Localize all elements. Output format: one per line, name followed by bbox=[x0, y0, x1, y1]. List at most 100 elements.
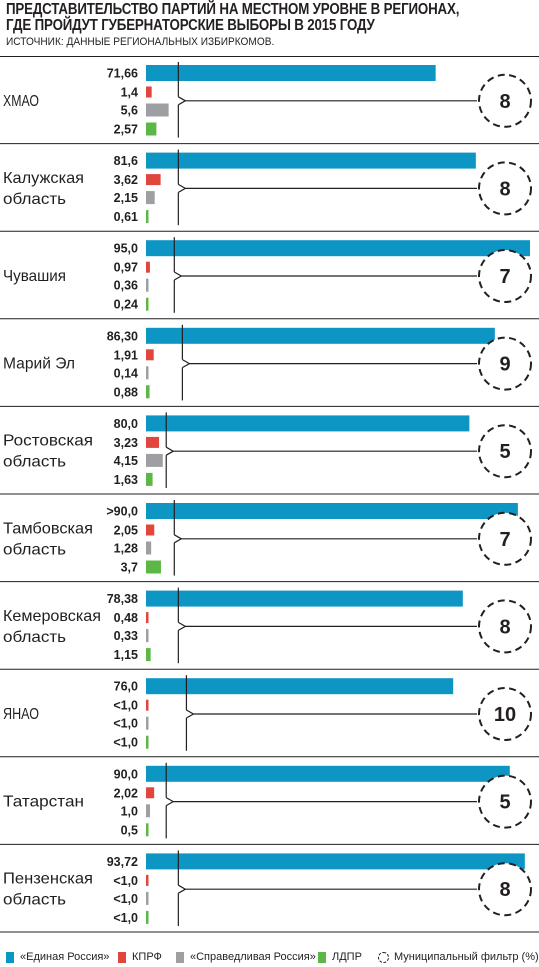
bar-kprf bbox=[146, 261, 150, 273]
legend-swatch-united-russia bbox=[6, 951, 14, 963]
value-label: 76,0 bbox=[114, 680, 138, 694]
legend-item-kprf: КПРФ bbox=[118, 951, 162, 963]
bar-ldpr bbox=[146, 910, 149, 924]
region-name: область bbox=[3, 629, 66, 646]
region-name: область bbox=[3, 541, 66, 558]
value-label: 0,36 bbox=[114, 279, 138, 293]
value-label: 2,02 bbox=[114, 786, 138, 800]
bar-kprf bbox=[146, 174, 161, 186]
bar-ldpr bbox=[146, 385, 150, 399]
bar-united-russia bbox=[146, 152, 476, 169]
bar-ldpr bbox=[146, 560, 161, 574]
filter-circle bbox=[478, 511, 532, 566]
filter-value: 10 bbox=[494, 704, 516, 726]
filter-bracket bbox=[178, 884, 187, 894]
region-name: ЯНАО bbox=[3, 706, 39, 723]
region-name: Ростовская bbox=[3, 433, 93, 450]
value-label: 3,23 bbox=[114, 436, 138, 450]
bar-united-russia bbox=[146, 240, 530, 257]
bar-kprf bbox=[146, 524, 155, 536]
filter-bracket bbox=[178, 96, 187, 106]
filter-circle bbox=[478, 249, 532, 303]
bar-ldpr bbox=[146, 472, 153, 486]
filter-circle bbox=[478, 424, 532, 479]
region-name: область bbox=[3, 454, 66, 471]
value-label: >90,0 bbox=[106, 505, 138, 519]
value-label: <1,0 bbox=[113, 892, 138, 906]
region-name: область bbox=[3, 191, 66, 208]
value-label: 2,57 bbox=[114, 123, 138, 137]
filter-circle bbox=[478, 687, 532, 741]
value-label: 0,88 bbox=[114, 385, 138, 399]
filter-circle bbox=[478, 161, 532, 216]
legend-item-just-russia: «Справедливая Россия» bbox=[176, 951, 316, 963]
value-label: 78,38 bbox=[107, 592, 138, 606]
legend-label-united-russia: «Единая Россия» bbox=[20, 951, 110, 963]
bar-kprf bbox=[146, 874, 149, 886]
bar-ldpr bbox=[146, 648, 151, 662]
filter-bracket bbox=[165, 797, 175, 807]
filter-bracket bbox=[178, 183, 187, 193]
region-name: Кемеровская bbox=[3, 608, 101, 625]
value-label: 0,61 bbox=[114, 210, 138, 224]
filter-circle bbox=[478, 336, 532, 391]
bar-united-russia bbox=[146, 853, 525, 870]
filter-value: 8 bbox=[499, 178, 510, 200]
filter-bracket bbox=[165, 446, 175, 456]
value-label: 90,0 bbox=[114, 767, 138, 781]
value-label: 81,6 bbox=[114, 154, 138, 168]
bar-kprf bbox=[146, 436, 160, 448]
bar-just-russia bbox=[146, 453, 163, 467]
value-label: 1,15 bbox=[114, 648, 138, 662]
bar-kprf bbox=[146, 349, 154, 361]
bar-ldpr bbox=[146, 210, 149, 224]
bar-just-russia bbox=[146, 891, 149, 905]
filter-bracket bbox=[173, 534, 183, 544]
value-label: 5,6 bbox=[121, 104, 138, 118]
bar-united-russia bbox=[146, 678, 454, 695]
value-label: 95,0 bbox=[114, 242, 138, 256]
value-label: 86,30 bbox=[107, 329, 138, 343]
value-label: 1,4 bbox=[121, 86, 138, 100]
filter-circle bbox=[478, 599, 532, 654]
filter-bracket bbox=[173, 271, 183, 281]
bar-kprf bbox=[146, 787, 155, 799]
legend-item-filter: Муниципальный фильтр (%) bbox=[378, 951, 539, 963]
legend-swatch-ldpr bbox=[318, 951, 326, 963]
bar-kprf bbox=[146, 612, 149, 624]
filter-bracket bbox=[186, 709, 195, 719]
value-label: 3,7 bbox=[121, 561, 138, 575]
chart-plot: ХМАО71,661,45,62,578Калужскаяобласть81,6… bbox=[0, 56, 539, 933]
filter-value: 8 bbox=[499, 879, 510, 901]
filter-bracket bbox=[178, 621, 187, 631]
value-label: 0,5 bbox=[121, 823, 138, 837]
bar-united-russia bbox=[146, 590, 463, 607]
filter-value: 7 bbox=[499, 529, 510, 551]
bar-just-russia bbox=[146, 103, 169, 117]
region-name: ХМАО bbox=[3, 93, 39, 110]
value-label: 0,24 bbox=[114, 298, 138, 312]
region-name: Тамбовская bbox=[3, 520, 93, 537]
bar-ldpr bbox=[146, 122, 157, 136]
legend-swatch-kprf bbox=[118, 951, 126, 963]
value-label: 1,91 bbox=[114, 348, 138, 362]
filter-value: 7 bbox=[499, 266, 510, 288]
bar-ldpr bbox=[146, 735, 149, 749]
bar-kprf bbox=[146, 86, 152, 98]
value-label: <1,0 bbox=[113, 911, 138, 925]
value-label: 4,15 bbox=[114, 454, 138, 468]
bar-united-russia bbox=[146, 65, 436, 81]
value-label: <1,0 bbox=[113, 717, 138, 731]
chart-title-line-1: ПРЕДСТАВИТЕЛЬСТВО ПАРТИЙ НА МЕСТНОМ УРОВ… bbox=[6, 1, 460, 18]
chart-source: ИСТОЧНИК: ДАННЫЕ РЕГИОНАЛЬНЫХ ИЗБИРКОМОВ… bbox=[6, 36, 275, 48]
value-label: 80,0 bbox=[114, 417, 138, 431]
legend-label-ldpr: ЛДПР bbox=[332, 951, 362, 963]
filter-circle bbox=[478, 862, 532, 917]
bar-united-russia bbox=[146, 503, 518, 519]
bar-just-russia bbox=[146, 541, 152, 555]
bar-ldpr bbox=[146, 823, 149, 837]
legend-label-just-russia: «Справедливая Россия» bbox=[190, 951, 316, 963]
value-label: <1,0 bbox=[113, 874, 138, 888]
value-label: 2,05 bbox=[114, 524, 138, 538]
value-label: <1,0 bbox=[113, 736, 138, 750]
